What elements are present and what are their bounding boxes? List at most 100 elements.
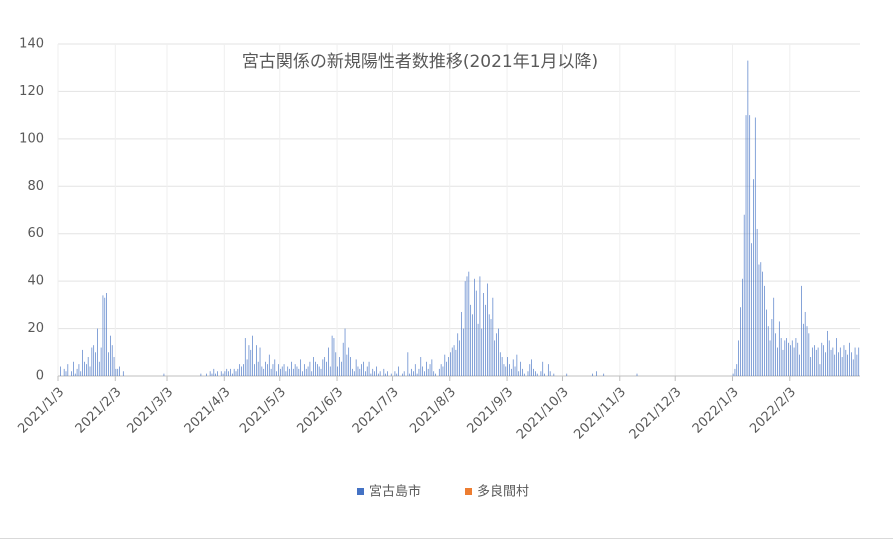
bar bbox=[333, 338, 335, 376]
bar bbox=[760, 262, 762, 376]
bar bbox=[322, 359, 324, 376]
bar bbox=[261, 366, 263, 376]
bar bbox=[329, 366, 331, 376]
bar bbox=[366, 366, 368, 376]
bar bbox=[518, 371, 520, 376]
bar bbox=[845, 349, 847, 376]
bar bbox=[276, 371, 277, 376]
y-tick-label: 60 bbox=[27, 226, 44, 241]
bar bbox=[509, 364, 510, 376]
bar bbox=[769, 340, 771, 376]
bar bbox=[331, 335, 333, 376]
bar bbox=[836, 338, 837, 376]
bar bbox=[462, 328, 464, 376]
bar bbox=[771, 319, 773, 376]
bar bbox=[740, 307, 741, 376]
bar bbox=[603, 373, 605, 376]
bar bbox=[361, 364, 362, 376]
bar bbox=[745, 115, 747, 377]
bar bbox=[788, 342, 789, 376]
bar bbox=[444, 354, 446, 376]
bar bbox=[483, 293, 484, 376]
bar bbox=[777, 347, 778, 376]
bar bbox=[540, 371, 542, 376]
bar bbox=[241, 366, 242, 376]
bar bbox=[71, 371, 72, 376]
bar bbox=[220, 371, 222, 376]
bar bbox=[821, 342, 823, 376]
bar bbox=[106, 293, 107, 376]
bar bbox=[370, 373, 372, 376]
bar bbox=[93, 345, 95, 376]
bar bbox=[814, 345, 815, 376]
bar bbox=[751, 243, 752, 376]
bar bbox=[851, 352, 852, 376]
y-tick-label: 140 bbox=[19, 37, 44, 52]
bar bbox=[767, 326, 769, 376]
bar bbox=[453, 345, 455, 376]
bar bbox=[742, 278, 743, 376]
y-tick-label: 120 bbox=[19, 84, 44, 99]
bar bbox=[283, 364, 285, 376]
bar bbox=[475, 290, 477, 376]
bar bbox=[754, 117, 756, 376]
bar bbox=[390, 373, 392, 376]
bar bbox=[74, 373, 76, 376]
bar bbox=[209, 371, 211, 376]
bar bbox=[819, 364, 821, 376]
bar bbox=[403, 371, 405, 376]
bar bbox=[104, 297, 106, 376]
bar bbox=[357, 366, 359, 376]
bar bbox=[324, 357, 326, 376]
bar bbox=[734, 368, 736, 376]
bar bbox=[749, 115, 751, 377]
bar bbox=[256, 345, 257, 376]
bar bbox=[549, 371, 551, 376]
bar bbox=[442, 366, 444, 376]
bar bbox=[422, 366, 423, 376]
bar bbox=[503, 364, 505, 376]
bar bbox=[817, 347, 819, 376]
bar bbox=[80, 371, 82, 376]
bar bbox=[775, 333, 776, 376]
bar bbox=[100, 347, 102, 376]
bar bbox=[457, 333, 459, 376]
bar bbox=[448, 357, 449, 376]
bar bbox=[531, 359, 532, 376]
bar bbox=[76, 368, 78, 376]
bar bbox=[440, 364, 442, 376]
bar bbox=[451, 347, 453, 376]
bar bbox=[766, 309, 767, 376]
bar bbox=[226, 368, 228, 376]
bar bbox=[522, 368, 523, 376]
bar bbox=[797, 342, 799, 376]
bar bbox=[407, 352, 409, 376]
bar bbox=[348, 347, 350, 376]
bar bbox=[433, 371, 435, 376]
bar bbox=[394, 371, 396, 376]
bar bbox=[472, 314, 473, 376]
bar bbox=[335, 352, 337, 376]
bar bbox=[804, 311, 806, 376]
bar bbox=[782, 349, 784, 376]
bar bbox=[823, 345, 824, 376]
legend-label: 多良間村 bbox=[477, 484, 529, 500]
bar bbox=[98, 361, 100, 376]
bar bbox=[274, 359, 276, 376]
bar bbox=[810, 357, 812, 376]
bar bbox=[250, 349, 252, 376]
bar bbox=[533, 368, 534, 376]
bar bbox=[344, 328, 346, 376]
bar bbox=[424, 371, 425, 376]
bar bbox=[73, 361, 74, 376]
bar bbox=[294, 364, 296, 376]
bar bbox=[784, 340, 786, 376]
bar bbox=[416, 373, 418, 376]
bar bbox=[802, 323, 804, 376]
bar bbox=[231, 373, 233, 376]
bar bbox=[455, 349, 457, 376]
bar bbox=[732, 373, 734, 376]
bar bbox=[843, 345, 845, 376]
bar bbox=[289, 368, 290, 376]
bar bbox=[505, 366, 507, 376]
